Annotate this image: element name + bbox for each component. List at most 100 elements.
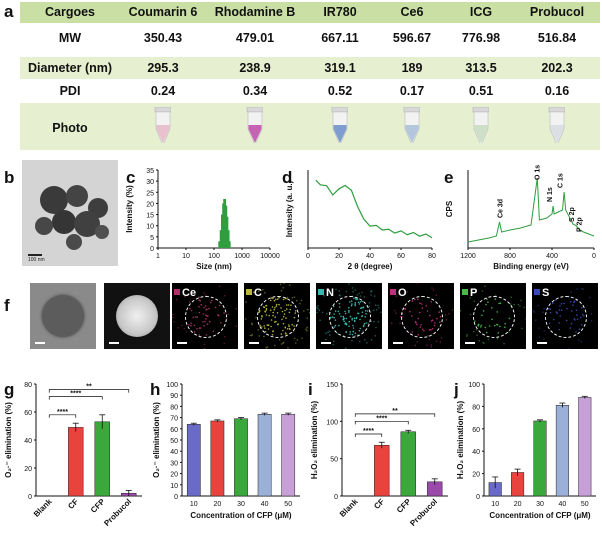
signal-dot — [235, 308, 238, 310]
category-label: CF — [66, 497, 80, 511]
tick-label: 30 — [146, 179, 154, 186]
signal-dot — [570, 291, 572, 293]
table-cell: 350.43 — [143, 31, 183, 45]
signal-dot — [203, 343, 206, 346]
table-cell: 479.01 — [235, 31, 275, 45]
tick-label: 0 — [592, 253, 596, 260]
dashed-outline — [329, 296, 371, 338]
tube-cap — [548, 107, 565, 113]
panel-label-f: f — [4, 296, 10, 315]
signal-dot — [278, 339, 281, 341]
element-map-tile: S — [532, 283, 598, 349]
tick-label: 40 — [559, 501, 567, 508]
signal-dot — [469, 297, 472, 299]
signal-dot — [318, 309, 321, 312]
signal-dot — [588, 296, 591, 299]
signal-dot — [328, 330, 331, 333]
signal-dot — [282, 287, 284, 289]
x-axis-label: Size (nm) — [196, 262, 232, 271]
tube-photo — [331, 107, 348, 143]
panel-label-b: b — [4, 168, 15, 187]
signal-dot — [469, 313, 472, 316]
signal-dot — [309, 311, 310, 314]
signal-dot — [448, 313, 450, 315]
signal-dot — [223, 295, 226, 297]
signal-dot — [306, 326, 308, 329]
signal-dot — [394, 309, 396, 312]
row-label: PDI — [59, 84, 81, 98]
signal-dot — [251, 323, 253, 326]
table-row-bg — [20, 103, 600, 150]
category-label: Blank — [32, 497, 54, 519]
table-cell: 319.1 — [324, 61, 356, 75]
tick-label: 80 — [428, 253, 436, 260]
color-swatch — [462, 289, 468, 295]
significance-mark: **** — [376, 415, 387, 422]
panel-label-a: a — [4, 2, 14, 21]
scale-bar — [393, 342, 403, 344]
signal-dot — [460, 309, 462, 312]
tube-photo — [246, 107, 263, 143]
xps-peak-label: Ce 3d — [498, 199, 505, 218]
category-label: CFP — [395, 497, 413, 515]
tick-label: 30 — [170, 460, 178, 467]
tick-label: 10000 — [260, 253, 280, 260]
dashed-outline — [185, 296, 227, 338]
tick-label: 0 — [334, 494, 338, 501]
signal-dot — [359, 295, 362, 297]
element-map-tile: O — [388, 283, 454, 349]
signal-dot — [358, 292, 360, 295]
signal-dot — [274, 344, 276, 347]
significance-mark: **** — [363, 428, 374, 435]
tick-label: 60 — [24, 410, 32, 417]
signal-dot — [184, 296, 186, 298]
signal-dot — [327, 331, 329, 334]
tick-label: 100 — [468, 382, 480, 389]
size-bar — [226, 230, 230, 248]
signal-dot — [580, 340, 583, 343]
row-label: MW — [58, 31, 82, 45]
xps-peak-label: C 1s — [558, 173, 565, 188]
signal-dot — [319, 319, 321, 321]
scale-bar — [35, 342, 45, 344]
tick-label: 10 — [182, 253, 190, 260]
tick-label: 90 — [170, 393, 178, 400]
tube-photo — [472, 107, 489, 143]
tube-cap — [154, 107, 171, 113]
significance-mark: ** — [392, 408, 398, 415]
tick-label: 400 — [546, 253, 558, 260]
signal-dot — [366, 342, 368, 344]
tube-cap — [246, 107, 263, 113]
signal-dot — [172, 316, 174, 319]
signal-dot — [426, 344, 428, 346]
tube-liquid — [156, 125, 170, 143]
signal-dot — [481, 290, 484, 292]
signal-dot — [253, 291, 255, 294]
element-label: Ce — [182, 287, 197, 299]
signal-dot — [370, 320, 372, 322]
signal-dot — [377, 304, 379, 307]
signal-dot — [279, 283, 282, 286]
tick-label: 0 — [306, 253, 310, 260]
x-axis-label: Concentration of CFP (μM) — [190, 511, 292, 520]
table-row-bg — [20, 57, 600, 79]
scale-bar — [321, 342, 331, 344]
color-swatch — [390, 289, 396, 295]
table-cell: 0.16 — [544, 84, 570, 98]
significance-bracket — [48, 396, 103, 400]
significance-bracket — [48, 389, 130, 393]
signal-dot — [373, 320, 375, 323]
significance-bracket — [354, 433, 383, 438]
significance-bracket — [354, 413, 436, 417]
value-bar — [68, 427, 84, 497]
table-cell: 667.11 — [321, 31, 359, 45]
cargo-name-3: Ce6 — [400, 5, 424, 19]
signal-dot — [257, 290, 260, 292]
value-bar — [234, 418, 248, 497]
table-cell: 189 — [401, 61, 423, 75]
signal-dot — [378, 307, 380, 309]
signal-dot — [363, 296, 365, 298]
signal-dot — [316, 306, 318, 309]
signal-dot — [466, 333, 468, 336]
signal-dot — [351, 339, 353, 342]
